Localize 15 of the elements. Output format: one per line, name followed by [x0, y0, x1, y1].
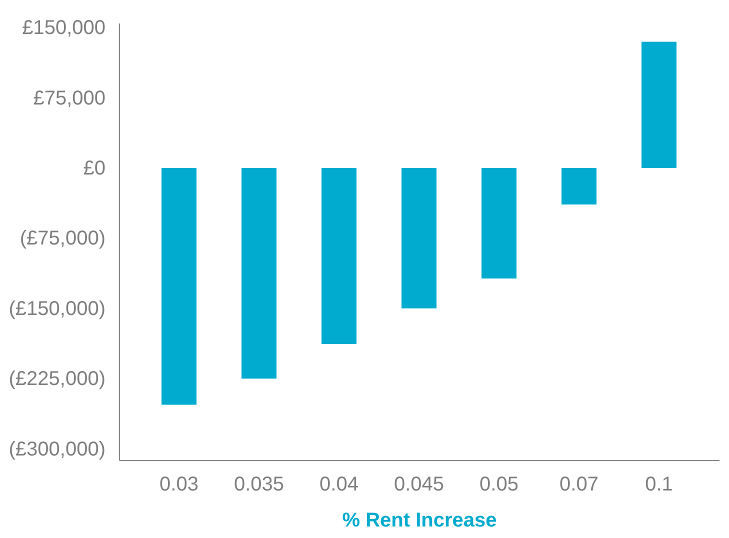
- x-tick-label: 0.035: [234, 474, 284, 496]
- y-tick-label: (£75,000): [20, 228, 106, 250]
- y-tick-label: (£300,000): [8, 438, 106, 460]
- y-tick-label: £0: [83, 158, 106, 180]
- x-tick-label: 0.05: [480, 474, 518, 496]
- x-tick-label: 0.03: [160, 474, 198, 496]
- x-tick-label: 0.07: [560, 474, 598, 496]
- y-tick-label: £150,000: [22, 17, 106, 40]
- x-axis-title: % Rent Increase: [342, 510, 497, 532]
- x-tick-label: 0.04: [320, 474, 358, 496]
- y-tick-label: (£150,000): [8, 298, 106, 320]
- y-tick-label: £75,000: [33, 87, 106, 110]
- y-tick-label: (£225,000): [8, 368, 106, 390]
- x-tick-label: 0.045: [394, 474, 444, 496]
- x-tick-label: 0.1: [645, 474, 673, 496]
